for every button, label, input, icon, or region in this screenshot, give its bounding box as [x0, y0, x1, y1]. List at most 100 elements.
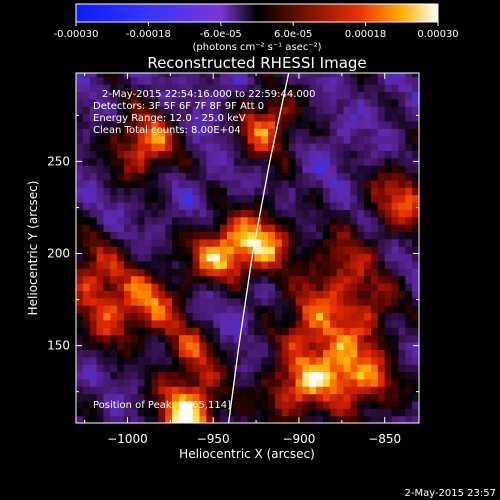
heatmap-cell — [274, 386, 283, 395]
heatmap-cell — [247, 275, 255, 284]
heatmap-cell — [377, 356, 386, 365]
heatmap-cell — [391, 393, 400, 402]
heatmap-cell — [405, 179, 413, 188]
heatmap-cell — [391, 179, 400, 188]
heatmap-cell — [206, 415, 214, 423]
heatmap-cell — [288, 209, 297, 218]
heatmap-cell — [199, 194, 207, 203]
heatmap-cell — [130, 290, 139, 299]
heatmap-cell — [281, 187, 290, 196]
heatmap-cell — [192, 356, 201, 365]
heatmap-cell — [281, 334, 290, 343]
heatmap-cell — [220, 143, 228, 151]
heatmap-cell — [130, 150, 139, 159]
heatmap-cell — [370, 400, 379, 409]
heatmap-cell — [96, 378, 105, 387]
heatmap-cell — [370, 341, 379, 350]
heatmap-cell — [398, 268, 406, 277]
heatmap-cell — [288, 179, 297, 188]
heatmap-cell — [350, 260, 358, 269]
heatmap-cell — [82, 371, 91, 380]
heatmap-cell — [412, 187, 419, 196]
heatmap-cell — [336, 120, 345, 129]
heatmap-cell — [391, 290, 400, 299]
heatmap-cell — [220, 187, 228, 196]
heatmap-cell — [213, 349, 221, 358]
heatmap-cell — [213, 165, 221, 174]
heatmap-cell — [295, 76, 303, 85]
heatmap-cell — [165, 253, 173, 262]
heatmap-cell — [405, 275, 413, 284]
heatmap-cell — [103, 231, 111, 240]
heatmap-cell — [336, 172, 345, 181]
heatmap-cell — [82, 378, 91, 387]
heatmap-cell — [268, 73, 276, 78]
heatmap-cell — [391, 327, 400, 336]
heatmap-cell — [295, 312, 303, 321]
heatmap-cell — [370, 128, 379, 137]
heatmap-cell — [322, 113, 331, 122]
heatmap-cell — [247, 224, 255, 233]
heatmap-cell — [322, 224, 331, 233]
y-tick-label: 250 — [47, 154, 70, 168]
heatmap-cell — [288, 297, 297, 306]
heatmap-cell — [343, 305, 351, 314]
heatmap-cell — [261, 400, 269, 409]
heatmap-cell — [76, 135, 84, 144]
heatmap-cell — [103, 216, 111, 225]
heatmap-cell — [329, 364, 338, 373]
heatmap-cell — [103, 393, 111, 402]
heatmap-cell — [254, 194, 262, 203]
plot-frame — [75, 72, 420, 424]
heatmap-cell — [89, 268, 98, 277]
heatmap-cell — [364, 231, 372, 240]
heatmap-cell — [110, 113, 118, 122]
heatmap-cell — [220, 415, 228, 423]
heatmap-cell — [261, 84, 269, 93]
heatmap-cell — [412, 400, 419, 409]
heatmap-cell — [302, 106, 310, 115]
heatmap-cell — [89, 253, 98, 262]
heatmap-cell — [103, 150, 111, 159]
heatmap-cell — [288, 364, 297, 373]
heatmap-cell — [350, 179, 358, 188]
heatmap-cell — [295, 319, 303, 328]
heatmap-cell — [336, 319, 345, 328]
heatmap-cell — [281, 224, 290, 233]
heatmap-cell — [165, 356, 173, 365]
heatmap-cell — [110, 91, 118, 100]
heatmap-cell — [226, 187, 235, 196]
heatmap-cell — [117, 253, 125, 262]
heatmap-cell — [165, 371, 173, 380]
heatmap-cell — [158, 172, 166, 181]
heatmap-cell — [268, 297, 276, 306]
heatmap-cell — [295, 84, 303, 93]
heatmap-cell — [357, 356, 365, 365]
heatmap-cell — [254, 253, 262, 262]
heatmap-cell — [391, 305, 400, 314]
heatmap-cell — [103, 76, 111, 85]
heatmap-cell — [384, 415, 393, 423]
heatmap-cell — [76, 106, 84, 115]
heatmap-cell — [172, 216, 180, 225]
heatmap-cell — [261, 393, 269, 402]
heatmap-cell — [110, 209, 118, 218]
heatmap-cell — [130, 408, 139, 417]
heatmap-cell — [254, 290, 262, 299]
heatmap-cell — [178, 341, 187, 350]
heatmap-cell — [199, 356, 207, 365]
heatmap-cell — [329, 106, 338, 115]
heatmap-cell — [117, 400, 125, 409]
heatmap-cell — [384, 187, 393, 196]
heatmap-cell — [124, 378, 132, 387]
heatmap-cell — [295, 209, 303, 218]
heatmap-cell — [158, 415, 166, 423]
heatmap-cell — [384, 120, 393, 129]
heatmap-cell — [240, 150, 249, 159]
heatmap-cell — [213, 400, 221, 409]
heatmap-cell — [206, 246, 214, 255]
heatmap-cell — [96, 231, 105, 240]
heatmap-cell — [336, 275, 345, 284]
heatmap-cell — [377, 84, 386, 93]
heatmap-cell — [405, 106, 413, 115]
